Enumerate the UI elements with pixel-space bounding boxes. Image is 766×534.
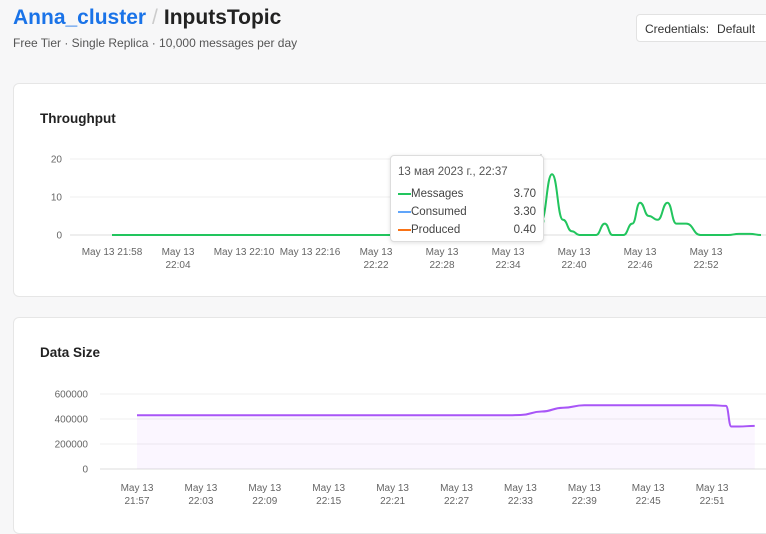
- y-tick-label: 10: [51, 193, 63, 204]
- x-tick-label: 22:39: [572, 496, 597, 507]
- x-tick-label: May 13: [312, 483, 345, 494]
- y-tick-label: 600000: [55, 390, 89, 401]
- datasize-card: Data Size: [13, 317, 766, 534]
- x-tick-label: 22:21: [380, 496, 405, 507]
- y-tick-label: 20: [51, 155, 63, 166]
- x-tick-label: 22:03: [188, 496, 213, 507]
- plan-subtitle: Free Tier · Single Replica · 10,000 mess…: [13, 36, 298, 50]
- x-tick-label: 22:46: [627, 260, 652, 271]
- topic-name: InputsTopic: [163, 6, 282, 29]
- x-tick-label: May 13 22:16: [280, 247, 341, 258]
- legend-swatch: [398, 228, 411, 231]
- tooltip-label: Produced: [411, 224, 461, 236]
- x-tick-label: 22:40: [561, 260, 586, 271]
- x-tick-label: 21:57: [124, 496, 149, 507]
- legend-swatch: [398, 210, 411, 213]
- x-tick-label: May 13: [440, 483, 473, 494]
- x-tick-label: May 13: [121, 483, 154, 494]
- x-tick-label: May 13: [690, 247, 723, 258]
- x-tick-label: 22:27: [444, 496, 469, 507]
- tooltip-row-messages: Messages 3.70: [398, 188, 536, 200]
- x-tick-label: 22:52: [693, 260, 718, 271]
- x-tick-label: May 13: [696, 483, 729, 494]
- breadcrumb-separator: /: [152, 6, 158, 29]
- x-tick-label: 22:22: [363, 260, 388, 271]
- x-tick-label: May 13: [248, 483, 281, 494]
- throughput-card: Throughput: [13, 83, 766, 297]
- y-tick-label: 200000: [55, 440, 89, 451]
- tooltip-row-produced: Produced 0.40: [398, 224, 536, 236]
- y-tick-label: 0: [82, 465, 88, 476]
- tooltip-value: 3.70: [513, 188, 536, 200]
- x-tick-label: May 13: [504, 483, 537, 494]
- x-tick-label: May 13: [492, 247, 525, 258]
- page-title: Anna_cluster / InputsTopic: [13, 6, 281, 30]
- x-tick-label: May 13: [162, 247, 195, 258]
- y-tick-label: 400000: [55, 415, 89, 426]
- x-tick-label: May 13: [376, 483, 409, 494]
- x-tick-label: May 13: [632, 483, 665, 494]
- tooltip-value: 0.40: [513, 224, 536, 236]
- x-tick-label: 22:34: [495, 260, 520, 271]
- x-tick-label: 22:33: [508, 496, 533, 507]
- x-tick-label: May 13 21:58: [82, 247, 143, 258]
- tooltip-label: Consumed: [411, 206, 467, 218]
- x-tick-label: 22:51: [700, 496, 725, 507]
- x-tick-label: 22:04: [165, 260, 190, 271]
- tooltip-value: 3.30: [513, 206, 536, 218]
- legend-swatch: [398, 192, 411, 195]
- cluster-link[interactable]: Anna_cluster: [13, 6, 147, 29]
- credentials-value: Default: [717, 22, 756, 36]
- x-tick-label: May 13: [426, 247, 459, 258]
- credentials-label: Credentials:: [645, 22, 710, 36]
- x-tick-label: May 13 22:10: [214, 247, 275, 258]
- x-tick-label: May 13: [558, 247, 591, 258]
- x-tick-label: 22:09: [252, 496, 277, 507]
- y-tick-label: 0: [56, 231, 62, 242]
- x-tick-label: May 13: [185, 483, 218, 494]
- tooltip-label: Messages: [411, 188, 464, 200]
- x-tick-label: May 13: [360, 247, 393, 258]
- x-tick-label: 22:28: [429, 260, 454, 271]
- tooltip-row-consumed: Consumed 3.30: [398, 206, 536, 218]
- datasize-title: Data Size: [40, 345, 101, 360]
- tooltip-date: 13 мая 2023 г., 22:37: [398, 166, 508, 178]
- credentials-select[interactable]: Credentials: Default: [636, 14, 766, 42]
- throughput-title: Throughput: [40, 111, 116, 126]
- x-tick-label: 22:45: [636, 496, 661, 507]
- chart-tooltip: 13 мая 2023 г., 22:37 Messages 3.70 Consu…: [390, 155, 544, 242]
- x-tick-label: May 13: [568, 483, 601, 494]
- x-tick-label: 22:15: [316, 496, 341, 507]
- series-area: [137, 405, 755, 469]
- x-tick-label: May 13: [624, 247, 657, 258]
- series-line-data-size: [136, 404, 755, 428]
